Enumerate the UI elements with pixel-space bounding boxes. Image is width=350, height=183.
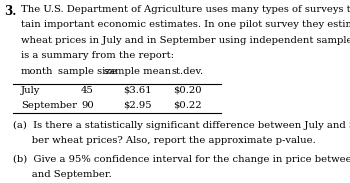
Text: $0.20: $0.20 <box>173 86 202 95</box>
Text: ber wheat prices? Also, report the approximate p-value.: ber wheat prices? Also, report the appro… <box>13 137 315 145</box>
Text: is a summary from the report:: is a summary from the report: <box>21 51 174 60</box>
Text: and September.: and September. <box>13 170 112 179</box>
Text: month: month <box>21 67 53 76</box>
Text: $0.22: $0.22 <box>173 101 202 110</box>
Text: sample size: sample size <box>58 67 117 76</box>
Text: 90: 90 <box>81 101 94 110</box>
Text: September: September <box>21 101 77 110</box>
Text: July: July <box>21 86 40 95</box>
Text: st.dev.: st.dev. <box>172 67 203 76</box>
Text: wheat prices in July and in September using independent samples. Here: wheat prices in July and in September us… <box>21 36 350 45</box>
Text: $3.61: $3.61 <box>123 86 152 95</box>
Text: 45: 45 <box>81 86 94 95</box>
Text: sample mean: sample mean <box>104 67 171 76</box>
Text: The U.S. Department of Agriculture uses many types of surveys to ob-: The U.S. Department of Agriculture uses … <box>21 5 350 14</box>
Text: $2.95: $2.95 <box>123 101 152 110</box>
Text: (b)  Give a 95% confidence interval for the change in price between July: (b) Give a 95% confidence interval for t… <box>13 155 350 164</box>
Text: 3.: 3. <box>4 5 16 18</box>
Text: tain important economic estimates. In one pilot survey they estimated: tain important economic estimates. In on… <box>21 20 350 29</box>
Text: (a)  Is there a statistically significant difference between July and Septem-: (a) Is there a statistically significant… <box>13 121 350 130</box>
